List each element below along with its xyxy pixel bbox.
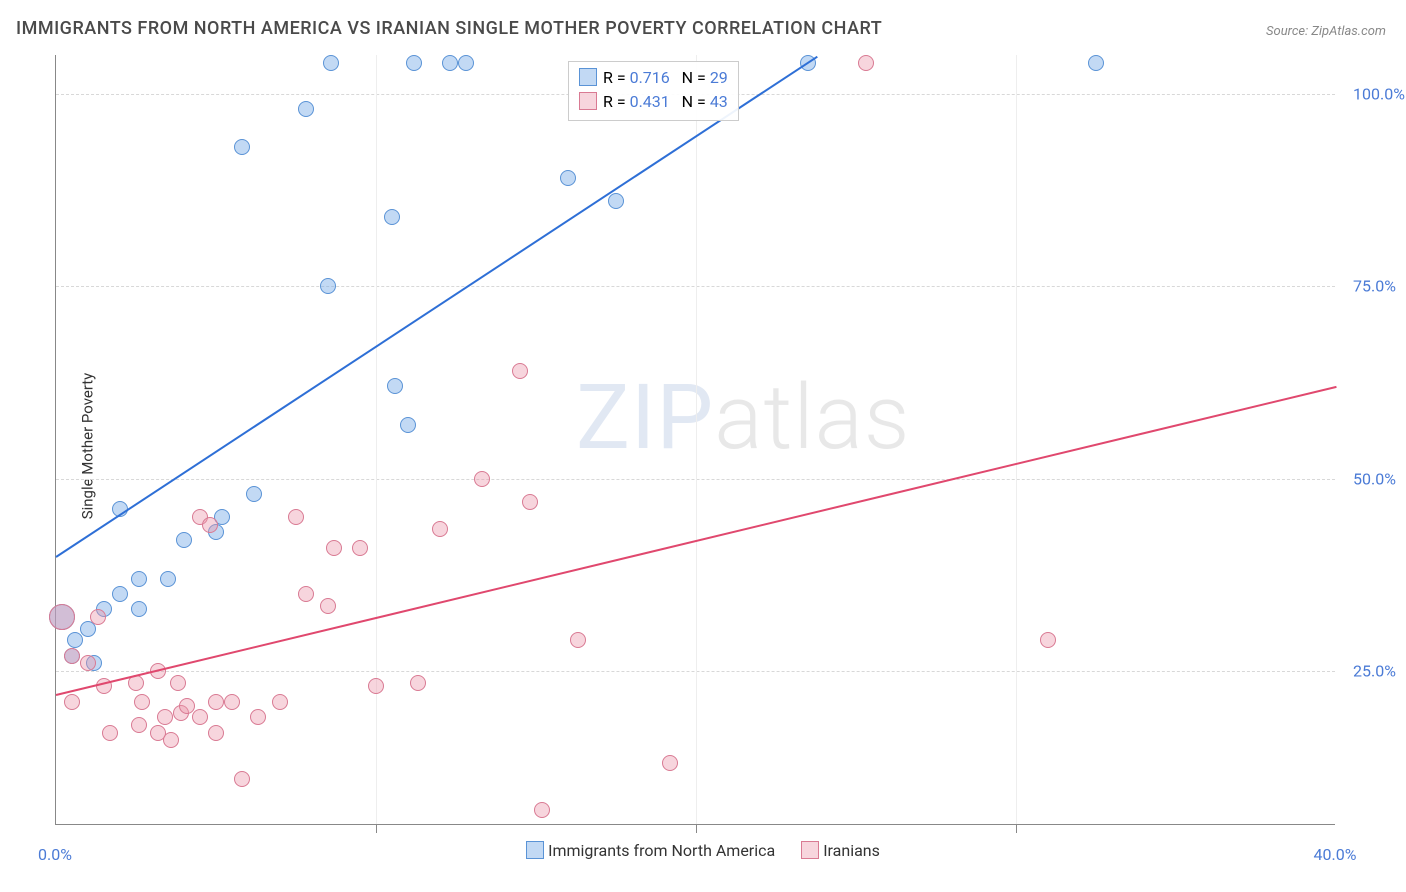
data-point	[298, 101, 314, 117]
watermark: ZIPatlas	[576, 365, 910, 470]
legend-swatch	[801, 841, 819, 859]
r-label: R =	[603, 92, 630, 111]
data-point	[534, 802, 550, 818]
data-point	[288, 509, 304, 525]
correlation-chart: IMMIGRANTS FROM NORTH AMERICA VS IRANIAN…	[0, 0, 1406, 892]
data-point	[570, 632, 586, 648]
data-point	[234, 771, 250, 787]
data-point	[208, 725, 224, 741]
data-point	[202, 517, 218, 533]
data-point	[432, 521, 448, 537]
data-point	[250, 709, 266, 725]
data-point	[512, 363, 528, 379]
r-value: 0.716	[630, 68, 670, 87]
data-point	[131, 601, 147, 617]
data-point	[160, 571, 176, 587]
data-point	[474, 471, 490, 487]
stats-legend: R = 0.716 N = 29R = 0.431 N = 43	[568, 61, 739, 121]
data-point	[400, 417, 416, 433]
data-point	[368, 678, 384, 694]
legend-swatch	[579, 92, 597, 110]
gridline-v	[1016, 825, 1017, 833]
data-point	[176, 532, 192, 548]
source-label: Source: ZipAtlas.com	[1266, 24, 1386, 39]
data-point	[410, 675, 426, 691]
gridline-v	[376, 55, 377, 824]
data-point	[352, 540, 368, 556]
data-point	[858, 55, 874, 71]
data-point	[298, 586, 314, 602]
data-point	[326, 540, 342, 556]
data-point	[560, 170, 576, 186]
data-point	[234, 139, 250, 155]
data-point	[64, 648, 80, 664]
n-value: 29	[710, 68, 728, 87]
data-point	[246, 486, 262, 502]
data-point	[64, 694, 80, 710]
data-point	[384, 209, 400, 225]
legend-label: Immigrants from North America	[548, 841, 775, 860]
y-tick-label: 50.0%	[1353, 469, 1394, 488]
data-point	[90, 609, 106, 625]
n-label: N =	[670, 92, 710, 111]
trend-line	[55, 55, 818, 557]
legend-swatch	[526, 841, 544, 859]
data-point	[134, 694, 150, 710]
x-legend: Immigrants from North America Iranians	[0, 841, 1406, 888]
data-point	[1040, 632, 1056, 648]
data-point	[458, 55, 474, 71]
chart-title: IMMIGRANTS FROM NORTH AMERICA VS IRANIAN…	[16, 18, 882, 39]
r-label: R =	[603, 68, 630, 87]
data-point	[224, 694, 240, 710]
plot-area: ZIPatlas R = 0.716 N = 29R = 0.431 N = 4…	[55, 55, 1335, 825]
data-point	[131, 717, 147, 733]
x-tick-label: 40.0%	[1314, 845, 1357, 864]
data-point	[662, 755, 678, 771]
data-point	[208, 694, 224, 710]
data-point	[320, 598, 336, 614]
r-value: 0.431	[630, 92, 670, 111]
data-point	[102, 725, 118, 741]
y-tick-label: 75.0%	[1353, 277, 1394, 296]
data-point	[67, 632, 83, 648]
n-label: N =	[670, 68, 710, 87]
y-tick-label: 100.0%	[1353, 84, 1394, 103]
data-point	[112, 586, 128, 602]
data-point	[608, 193, 624, 209]
data-point	[157, 709, 173, 725]
data-point	[320, 278, 336, 294]
stats-legend-row: R = 0.716 N = 29	[579, 66, 728, 90]
data-point	[192, 709, 208, 725]
data-point	[131, 571, 147, 587]
gridline-v	[696, 55, 697, 824]
data-point	[406, 55, 422, 71]
data-point	[272, 694, 288, 710]
n-value: 43	[710, 92, 728, 111]
gridline-v	[696, 825, 697, 833]
y-tick-label: 25.0%	[1353, 662, 1394, 681]
data-point	[387, 378, 403, 394]
data-point	[323, 55, 339, 71]
legend-label: Iranians	[823, 841, 880, 860]
data-point	[1088, 55, 1104, 71]
data-point	[163, 732, 179, 748]
data-point	[49, 604, 75, 630]
x-tick-label: 0.0%	[38, 845, 72, 864]
data-point	[80, 655, 96, 671]
gridline-v	[1016, 55, 1017, 824]
data-point	[442, 55, 458, 71]
data-point	[170, 675, 186, 691]
stats-legend-row: R = 0.431 N = 43	[579, 90, 728, 114]
legend-swatch	[579, 68, 597, 86]
data-point	[522, 494, 538, 510]
gridline-v	[376, 825, 377, 833]
